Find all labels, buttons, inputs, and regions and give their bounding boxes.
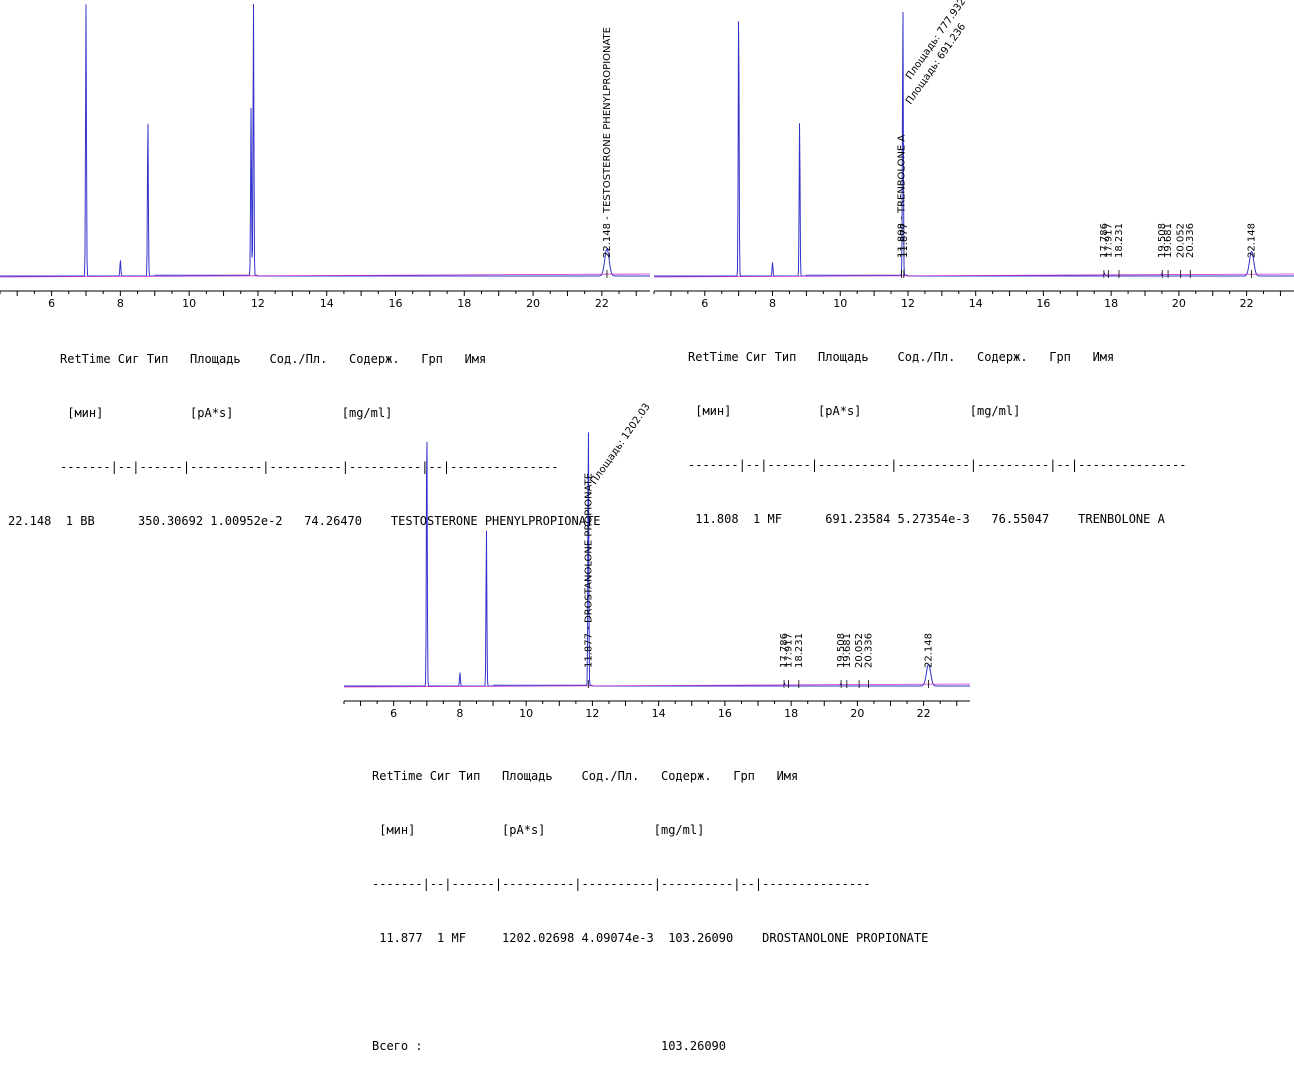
integration-baseline [343,683,971,688]
peak-label: 20.052 [854,633,865,668]
peak-label: 22.148 - TESTOSTERONE PHENYLPROPIONATE [602,27,613,258]
x-tick-label: 6 [390,707,397,720]
peak-label: 19.508 [836,633,847,668]
peak-label: 11.877 - DROSTANOLONE PROPIONATE [583,473,594,668]
peak-label: 19.681 [842,633,853,668]
x-tick-label: 18 [457,297,471,310]
peak-label: 22.148 [924,633,935,668]
signal-trace [344,432,970,687]
x-tick-label: 14 [320,297,334,310]
report-3-separator: -------|--|------|----------|----------|… [372,877,871,891]
peak-label: 19.681 [1163,223,1174,258]
report-3-header: RetTime Сиг Тип Площадь Сод./Пл. Содерж.… [372,769,799,783]
x-tick-label: 12 [901,297,915,310]
x-tick-label: 16 [1036,297,1050,310]
chromatogram-1: 6 8 10 12 14 16 18 20 22 22.148 - TESTOSTERONE PH… [0,0,651,310]
report-3-units: [мин] [pA*s] [mg/ml] [372,823,705,837]
chromatogram-3: 6 8 10 12 14 16 18 20 22 17.786 17.917 18.231 19.508… [343,402,971,720]
report-2: RetTime Сиг Тип Площадь Сод./Пл. Содерж.… [688,312,1187,546]
peak-label: 20.052 [1176,223,1187,258]
report-2-separator: -------|--|------|----------|----------|… [688,458,1187,472]
integration-baseline [0,273,651,278]
integration-baseline [653,273,1294,278]
report-1: RetTime Сиг Тип Площадь Сод./Пл. Содерж.… [8,314,600,548]
peak-label: 11.808 - TRENBOLONE A [896,135,907,258]
x-tick-label: 8 [117,297,124,310]
x-tick-label: 6 [48,297,55,310]
x-tick-label: 16 [389,297,403,310]
x-tick-label: 20 [1172,297,1186,310]
x-tick-label: 22 [1240,297,1254,310]
x-tick-label: 12 [251,297,265,310]
x-tick-label: 8 [456,707,463,720]
report-3-total: Всего : 103.26090 [372,1039,727,1053]
x-tick-label: 20 [526,297,540,310]
peak-label: 17.786 [1099,223,1110,258]
x-tick-label: 10 [519,707,533,720]
peak-label: 17.917 [1103,223,1114,258]
report-2-header: RetTime Сиг Тип Площадь Сод./Пл. Содерж.… [688,350,1115,364]
x-tick-label: 14 [969,297,983,310]
x-tick-label: 12 [585,707,599,720]
x-tick-label: 10 [833,297,847,310]
peak-label: 11.877 [899,223,910,258]
signal-trace [654,12,1294,277]
report-1-units: [мин] [pA*s] [mg/ml] [60,406,393,420]
x-tick-label: 18 [784,707,798,720]
report-2-row: 11.808 1 MF 691.23584 5.27354e-3 76.5504… [688,512,1165,526]
peak-label: 17.786 [779,633,790,668]
chromatogram-2: 6 8 10 12 14 16 18 20 22 17.786 17.917 18.231 19.508… [653,0,1294,310]
peak-label: 17.917 [783,633,794,668]
report-3: RetTime Сиг Тип Площадь Сод./Пл. Содерж.… [372,731,928,1073]
report-3-row: 11.877 1 MF 1202.02698 4.09074e-3 103.26… [372,931,929,945]
signal-trace [0,3,650,277]
x-tick-label: 18 [1104,297,1118,310]
peak-label: 19.508 [1157,223,1168,258]
x-tick-label: 8 [769,297,776,310]
peak-label: 20.336 [1185,223,1196,258]
x-tick-label: 22 [917,707,931,720]
report-1-header: RetTime Сиг Тип Площадь Сод./Пл. Содерж.… [60,352,487,366]
report-1-row: 22.148 1 BB 350.30692 1.00952e-2 74.2647… [8,514,601,528]
x-tick-label: 20 [850,707,864,720]
peak-label: 20.336 [864,633,875,668]
area-label: Площадь: 1202.03 [589,402,653,487]
peak-label: 18.231 [794,633,805,668]
peak-label: 22.148 [1247,223,1258,258]
x-tick-label: 16 [718,707,732,720]
x-tick-label: 6 [701,297,708,310]
peak-label: 18.231 [1114,223,1125,258]
report-1-separator: -------|--|------|----------|----------|… [60,460,559,474]
x-tick-label: 14 [652,707,666,720]
report-2-units: [мин] [pA*s] [mg/ml] [688,404,1021,418]
x-tick-label: 10 [182,297,196,310]
x-tick-label: 22 [595,297,609,310]
chromatogram-1-plot: 6 8 10 12 14 16 18 20 22 22.148 - TESTOSTERONE PH… [0,3,651,310]
